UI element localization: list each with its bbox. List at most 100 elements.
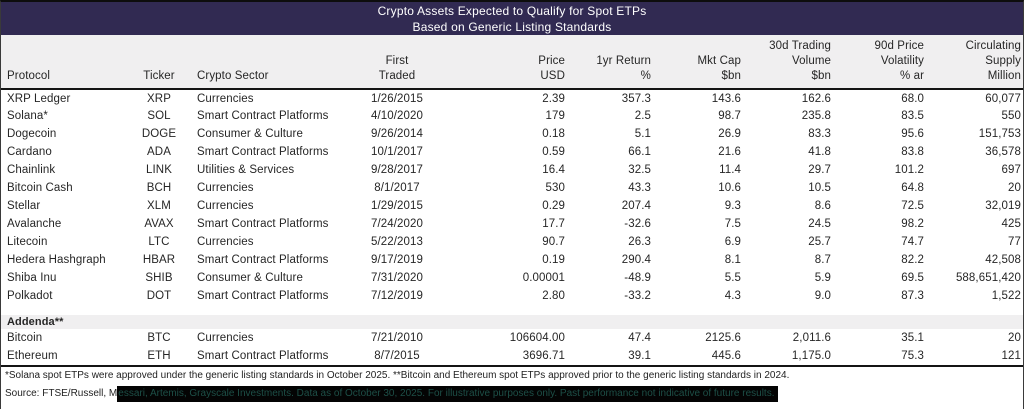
cell-mkt-cap: 9.3: [724, 200, 741, 212]
cell-volatility-90d: 64.8: [901, 182, 924, 194]
crypto-etp-table: Protocol Ticker Crypto Sector First Traded Pr…: [1, 35, 1023, 365]
cell-volume-30d: 1,175.0: [791, 350, 831, 362]
cell-mkt-cap: 10.6: [718, 182, 741, 194]
table-row: Chainlink LINK Utilities & Services 9/28/20…: [1, 161, 1023, 179]
cell-supply: 36,578: [985, 146, 1021, 158]
cell-return-1yr: 207.4: [621, 200, 651, 212]
table-row: Dogecoin DOGE Consumer & Culture 9/26/2014 0…: [1, 125, 1023, 143]
cell-price-usd: 90.7: [542, 236, 565, 248]
col-header-protocol: Protocol: [1, 35, 133, 90]
cell-supply: 32,019: [985, 200, 1021, 212]
cell-price-usd: 106604.00: [509, 332, 565, 344]
cell-first-traded: 7/24/2020: [370, 218, 424, 230]
cell-volume-30d: 8.7: [814, 254, 831, 266]
cell-volume-30d: 29.7: [808, 164, 831, 176]
cell-sector: Utilities & Services: [197, 164, 295, 176]
cell-ticker: AVAX: [144, 218, 174, 230]
cell-first-traded: 9/28/2017: [370, 164, 424, 176]
cell-volume-30d: 5.9: [814, 272, 831, 284]
cell-price-usd: 0.18: [542, 128, 565, 140]
cell-volatility-90d: 68.0: [901, 92, 924, 105]
cell-return-1yr: 47.4: [628, 332, 651, 344]
cell-mkt-cap: 6.9: [724, 236, 741, 248]
cell-price-usd: 3696.71: [522, 350, 565, 362]
col-header-mkt-cap: Mkt Cap $bn: [653, 35, 743, 90]
cell-price-usd: 530: [545, 182, 565, 194]
cell-mkt-cap: 21.6: [718, 146, 741, 158]
spacer-row: [1, 305, 1023, 315]
cell-protocol: Chainlink: [7, 164, 56, 176]
cell-price-usd: 0.29: [542, 200, 565, 212]
table-row: Shiba Inu SHIB Consumer & Culture 7/31/2020…: [1, 269, 1023, 287]
col-header-ticker: Ticker: [133, 35, 185, 90]
cell-sector: Currencies: [197, 92, 254, 105]
cell-sector: Consumer & Culture: [197, 272, 303, 284]
addenda-label: Addenda**: [1, 315, 1023, 329]
table-row: Litecoin LTC Currencies 5/22/2013 90.7 26.3 6.…: [1, 233, 1023, 251]
cell-mkt-cap: 445.6: [711, 350, 741, 362]
cell-volume-30d: 10.5: [808, 182, 831, 194]
cell-ticker: SHIB: [145, 272, 173, 284]
addenda-body: Bitcoin BTC Currencies 7/21/2010 106604.00 47…: [1, 329, 1023, 365]
cell-volume-30d: 2,011.6: [792, 332, 831, 344]
cell-ticker: XRP: [147, 92, 171, 105]
cell-volatility-90d: 75.3: [901, 350, 924, 362]
cell-return-1yr: -32.6: [624, 218, 651, 230]
bottom-rule: [1, 365, 1023, 367]
cell-mkt-cap: 4.3: [724, 290, 741, 302]
cell-sector: Currencies: [197, 182, 254, 194]
cell-volatility-90d: 83.8: [901, 146, 924, 158]
cell-first-traded: 10/1/2017: [370, 146, 424, 158]
cell-return-1yr: 26.3: [628, 236, 651, 248]
cell-mkt-cap: 143.6: [711, 92, 741, 105]
table-header: Protocol Ticker Crypto Sector First Traded Pr…: [1, 35, 1023, 90]
cell-ticker: SOL: [147, 110, 171, 122]
cell-volatility-90d: 83.5: [901, 110, 924, 122]
table-row: Stellar XLM Currencies 1/29/2015 0.29 207.4 9.…: [1, 197, 1023, 215]
cell-sector: Smart Contract Platforms: [197, 110, 329, 122]
cell-protocol: Solana*: [7, 110, 48, 122]
cell-return-1yr: 39.1: [628, 350, 651, 362]
cell-volatility-90d: 95.6: [901, 128, 924, 140]
cell-protocol: Bitcoin Cash: [7, 182, 73, 194]
table-row: Solana* SOL Smart Contract Platforms 4/10/2…: [1, 107, 1023, 125]
cell-first-traded: 8/7/2015: [374, 350, 420, 362]
table-row: Bitcoin BTC Currencies 7/21/2010 106604.00 47…: [1, 329, 1023, 347]
cell-protocol: XRP Ledger: [7, 92, 71, 105]
cell-supply: 121: [1001, 350, 1021, 362]
cell-price-usd: 2.39: [542, 92, 565, 105]
cell-first-traded: 5/22/2013: [370, 236, 424, 248]
addenda-section: Addenda**: [1, 305, 1023, 329]
cell-supply: 20: [1008, 182, 1021, 194]
col-header-volatility-90d: 90d Price Volatility% ar: [833, 35, 926, 90]
cell-return-1yr: -33.2: [624, 290, 651, 302]
cell-return-1yr: 5.1: [634, 128, 651, 140]
col-header-first-traded: First Traded: [355, 35, 439, 90]
cell-price-usd: 179: [545, 110, 565, 122]
addenda-label-row: Addenda**: [1, 315, 1023, 329]
cell-sector: Smart Contract Platforms: [197, 254, 329, 266]
cell-volume-30d: 235.8: [801, 110, 831, 122]
cell-protocol: Polkadot: [7, 290, 53, 302]
table-row: Polkadot DOT Smart Contract Platforms 7/12/…: [1, 287, 1023, 305]
cell-volatility-90d: 69.5: [901, 272, 924, 284]
cell-supply: 588,651,420: [955, 272, 1021, 284]
table-title-band: Crypto Assets Expected to Qualify for Sp…: [1, 2, 1023, 35]
cell-sector: Smart Contract Platforms: [197, 146, 329, 158]
table-title: Crypto Assets Expected to Qualify for Sp…: [377, 4, 647, 18]
table-body: XRP Ledger XRP Currencies 1/26/2015 2.39 357.…: [1, 89, 1023, 305]
cell-supply: 1,522: [991, 290, 1021, 302]
cell-protocol: Bitcoin: [7, 332, 43, 344]
cell-price-usd: 0.00001: [522, 272, 565, 284]
cell-ticker: ETH: [147, 350, 171, 362]
source-text-highlighted: essari, Artemis, Grayscale Investments. …: [117, 386, 778, 402]
cell-ticker: BCH: [146, 182, 172, 194]
cell-protocol: Stellar: [7, 200, 41, 212]
cell-mkt-cap: 8.1: [724, 254, 741, 266]
col-header-return-1yr: 1yr Return%: [567, 35, 653, 90]
table-row: XRP Ledger XRP Currencies 1/26/2015 2.39 357.…: [1, 89, 1023, 107]
cell-volume-30d: 41.8: [808, 146, 831, 158]
footnote-listing-standards: *Solana spot ETPs were approved under th…: [5, 370, 790, 381]
cell-first-traded: 7/12/2019: [370, 290, 424, 302]
cell-volume-30d: 162.6: [801, 92, 831, 105]
